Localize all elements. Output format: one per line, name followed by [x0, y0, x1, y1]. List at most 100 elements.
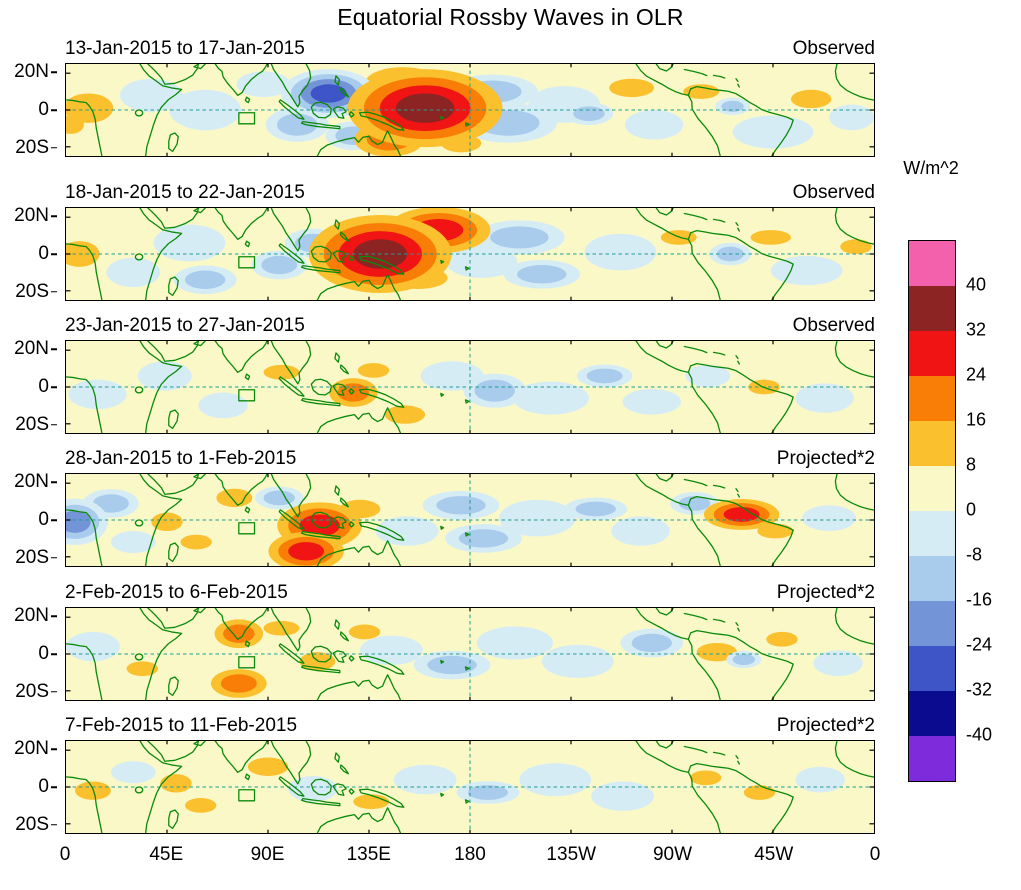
y-tick-mark: [51, 481, 57, 484]
x-tick-label: 135E: [346, 844, 391, 865]
colorbar-segment: [909, 556, 955, 601]
panel-source-label: Observed: [792, 315, 875, 336]
y-tick-label: 0: [38, 243, 49, 264]
x-axis: 0 45E 90E 135E 180 135W 90W 45W 0: [60, 840, 881, 868]
colorbar-tick-label: 24: [966, 364, 987, 385]
y-tick-mark: [51, 786, 57, 788]
y-tick-mark: [51, 690, 57, 693]
y-tick-mark: [51, 615, 57, 618]
y-tick-label: 20N: [14, 61, 49, 83]
map-panel-4: [65, 473, 875, 567]
y-tick-mark: [51, 556, 57, 559]
y-tick-mark: [51, 748, 57, 751]
colorbar-segment: [909, 286, 955, 331]
colorbar-segment: [909, 466, 955, 511]
map-panel-5: [65, 607, 875, 701]
panel-6: 7-Feb-2015 to 11-Feb-2015 Projected*2 20…: [0, 714, 1021, 836]
x-tick-label: 90E: [250, 844, 285, 865]
x-tick-label: 45E: [149, 844, 184, 865]
panel-5: 2-Feb-2015 to 6-Feb-2015 Projected*2 20N…: [0, 581, 1021, 703]
colorbar-segment: [909, 331, 955, 376]
panel-2: 18-Jan-2015 to 22-Jan-2015 Observed 20N …: [0, 181, 1021, 303]
colorbar-segment: [909, 646, 955, 691]
panel-source-label: Projected*2: [776, 448, 875, 469]
colorbar-segment: [909, 376, 955, 421]
colorbar-units-label: W/m^2: [903, 158, 959, 178]
y-axis-labels: 20N 0 20S: [0, 205, 57, 302]
panel-date-range: 13-Jan-2015 to 17-Jan-2015: [65, 38, 305, 59]
y-tick-mark: [51, 348, 57, 351]
y-tick-label: 0: [38, 776, 49, 797]
panel-6-header: 7-Feb-2015 to 11-Feb-2015 Projected*2: [65, 714, 875, 738]
panel-3-header: 23-Jan-2015 to 27-Jan-2015 Observed: [65, 314, 875, 338]
colorbar-tick-labels: 40 32 24 16 8 0 -8 -16 -24 -32 -40: [966, 240, 1020, 780]
colorbar-tick-label: 8: [966, 454, 977, 475]
colorbar-tick-label: 40: [966, 274, 987, 295]
y-tick-mark: [51, 253, 57, 255]
panel-4: 28-Jan-2015 to 1-Feb-2015 Projected*2 20…: [0, 447, 1021, 569]
colorbar-tick-label: 16: [966, 409, 987, 430]
panel-3: 23-Jan-2015 to 27-Jan-2015 Observed 20N …: [0, 314, 1021, 436]
y-tick-mark: [51, 386, 57, 388]
y-tick-label: 20N: [14, 205, 49, 227]
y-tick-mark: [51, 823, 57, 826]
map-panel-2: [65, 207, 875, 301]
y-tick-mark: [51, 146, 57, 149]
colorbar-tick-label: -40: [966, 724, 993, 745]
y-tick-label: 0: [38, 643, 49, 664]
colorbar-tick-label: -32: [966, 679, 993, 700]
panel-source-label: Projected*2: [776, 715, 875, 736]
y-axis-labels: 20N 0 20S: [0, 605, 57, 702]
y-tick-mark: [51, 290, 57, 293]
y-tick-mark: [51, 519, 57, 521]
colorbar-segment: [909, 736, 955, 781]
map-panel-1: [65, 63, 875, 157]
x-tick-label: 90W: [652, 844, 693, 865]
map-panel-6: [65, 740, 875, 834]
panel-source-label: Projected*2: [776, 582, 875, 603]
x-tick-label: 180: [454, 844, 486, 865]
colorbar-tick-label: -8: [966, 544, 983, 565]
y-tick-mark: [51, 215, 57, 218]
y-tick-mark: [51, 653, 57, 655]
y-tick-label: 20S: [15, 546, 49, 568]
colorbar-segment: [909, 511, 955, 556]
panel-source-label: Observed: [792, 182, 875, 203]
y-tick-label: 20S: [15, 280, 49, 302]
panel-1-header: 13-Jan-2015 to 17-Jan-2015 Observed: [65, 37, 875, 61]
panel-source-label: Observed: [792, 38, 875, 59]
colorbar-segment: [909, 241, 955, 286]
colorbar-segment: [909, 601, 955, 646]
y-tick-label: 20N: [14, 605, 49, 627]
panel-4-header: 28-Jan-2015 to 1-Feb-2015 Projected*2: [65, 447, 875, 471]
y-axis-labels: 20N 0 20S: [0, 61, 57, 158]
y-tick-label: 20S: [15, 680, 49, 702]
panel-date-range: 7-Feb-2015 to 11-Feb-2015: [65, 715, 298, 736]
y-tick-label: 20N: [14, 338, 49, 360]
panel-date-range: 2-Feb-2015 to 6-Feb-2015: [65, 582, 288, 603]
x-tick-label: 45W: [754, 844, 794, 865]
colorbar-segment: [909, 421, 955, 466]
panel-date-range: 23-Jan-2015 to 27-Jan-2015: [65, 315, 305, 336]
y-tick-label: 20N: [14, 738, 49, 760]
panel-5-header: 2-Feb-2015 to 6-Feb-2015 Projected*2: [65, 581, 875, 605]
y-tick-mark: [51, 423, 57, 426]
y-tick-label: 0: [38, 376, 49, 397]
y-tick-label: 20S: [15, 813, 49, 835]
map-panel-3: [65, 340, 875, 434]
x-tick-label: 0: [869, 844, 881, 865]
y-axis-labels: 20N 0 20S: [0, 471, 57, 568]
x-tick-label: 135W: [546, 844, 597, 865]
x-tick-label: 0: [59, 844, 71, 865]
colorbar-tick-label: -24: [966, 634, 993, 655]
chart-title: Equatorial Rossby Waves in OLR: [337, 4, 684, 30]
panel-date-range: 28-Jan-2015 to 1-Feb-2015: [65, 448, 297, 469]
y-tick-mark: [51, 109, 57, 111]
panel-date-range: 18-Jan-2015 to 22-Jan-2015: [65, 182, 305, 203]
y-axis-labels: 20N 0 20S: [0, 738, 57, 835]
y-axis-labels: 20N 0 20S: [0, 338, 57, 435]
panel-1: 13-Jan-2015 to 17-Jan-2015 Observed 20N …: [0, 37, 1021, 159]
y-tick-label: 20S: [15, 413, 49, 435]
y-tick-label: 20N: [14, 471, 49, 493]
